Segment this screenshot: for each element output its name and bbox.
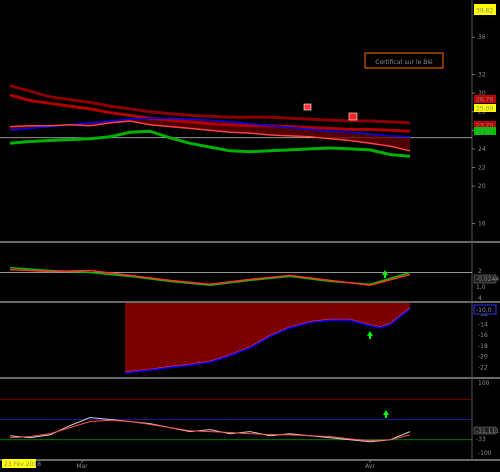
osc-badge-text: 1,0: [476, 284, 486, 291]
price-series-3: [9, 120, 411, 152]
y-tick-label: -100: [478, 450, 492, 457]
x-tick-label: Avr: [365, 463, 375, 470]
y-tick-label: 20: [478, 183, 486, 190]
cci-series-1: [9, 419, 411, 442]
price-series-2: [9, 117, 411, 138]
price-badge-text: 25,00: [476, 106, 493, 113]
y-tick-label: 36: [478, 34, 486, 41]
chart-title-box: [364, 52, 444, 69]
price-marker: [348, 112, 358, 121]
price-series-0: [9, 84, 411, 125]
y-tick-label: -16: [478, 332, 488, 339]
price-series-4: [9, 129, 411, 158]
x-tick-label: Mar: [76, 463, 88, 470]
price-panel: 162022242628303236Certificat sur le Blé3…: [0, 4, 496, 227]
price-badge-text: 23,07: [476, 129, 493, 136]
y-tick-label: 24: [478, 146, 486, 153]
top-value-text: 39,82: [476, 8, 493, 15]
date-badge: [2, 459, 36, 468]
area-series-outline: [124, 307, 411, 372]
y-tick-label: 2: [478, 268, 482, 275]
y-tick-label: 30: [478, 90, 486, 97]
x-axis: 23 Fév 2018 Mar Avr: [2, 459, 375, 470]
area-fill: [125, 303, 410, 373]
price-badge-text: 23,70: [476, 123, 493, 130]
y-tick-label: 32: [478, 71, 486, 78]
osc-series-1: [9, 268, 411, 287]
date-badge-text: 23 Fév 2018: [4, 461, 41, 468]
signal-arrow-icon: [367, 331, 373, 339]
price-badge-text: 26,79: [476, 97, 493, 104]
y-tick-label: -14: [478, 321, 488, 328]
y-tick-label: 22: [478, 165, 486, 172]
cci-panel: 100 -100 -31,111-33: [0, 380, 499, 457]
signal-arrow-icon: [382, 270, 388, 278]
top-value-badge: [474, 4, 496, 15]
signal-arrow-icon: [383, 410, 389, 418]
cci-badge: [473, 426, 497, 435]
price-badge: [474, 121, 496, 129]
area-series-line: [124, 307, 411, 374]
price-badge: [474, 104, 496, 112]
cci-series-0: [9, 416, 411, 443]
osc-badge: [473, 274, 497, 284]
price-marker: [303, 103, 312, 111]
osc-badge-text: -0,0244: [476, 276, 499, 283]
y-tick-label: 4: [478, 295, 482, 302]
panel-frames: [0, 0, 500, 461]
y-tick-label: 16: [478, 220, 486, 227]
area-badge: [473, 304, 497, 315]
price-badge: [474, 95, 496, 103]
cci-badge-text: -33: [476, 436, 486, 443]
price-series-1: [9, 93, 411, 133]
area-badge-text: -10,0: [476, 307, 492, 314]
volume-area-panel: -12-14-16-18-20-22-10,0: [124, 303, 497, 374]
chart-title: Certificat sur le Blé: [375, 59, 433, 66]
price-badge: [474, 127, 496, 135]
y-tick-label: -22: [478, 364, 488, 371]
cci-badge-text: -31,111: [476, 428, 499, 435]
y-tick-label: -20: [478, 354, 488, 361]
y-tick-label: 28: [478, 109, 486, 116]
y-tick-label: -18: [478, 343, 488, 350]
y-tick-label: 100: [478, 380, 490, 387]
